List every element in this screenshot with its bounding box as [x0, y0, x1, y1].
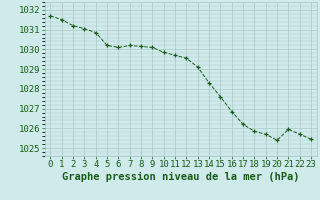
- X-axis label: Graphe pression niveau de la mer (hPa): Graphe pression niveau de la mer (hPa): [62, 172, 300, 182]
